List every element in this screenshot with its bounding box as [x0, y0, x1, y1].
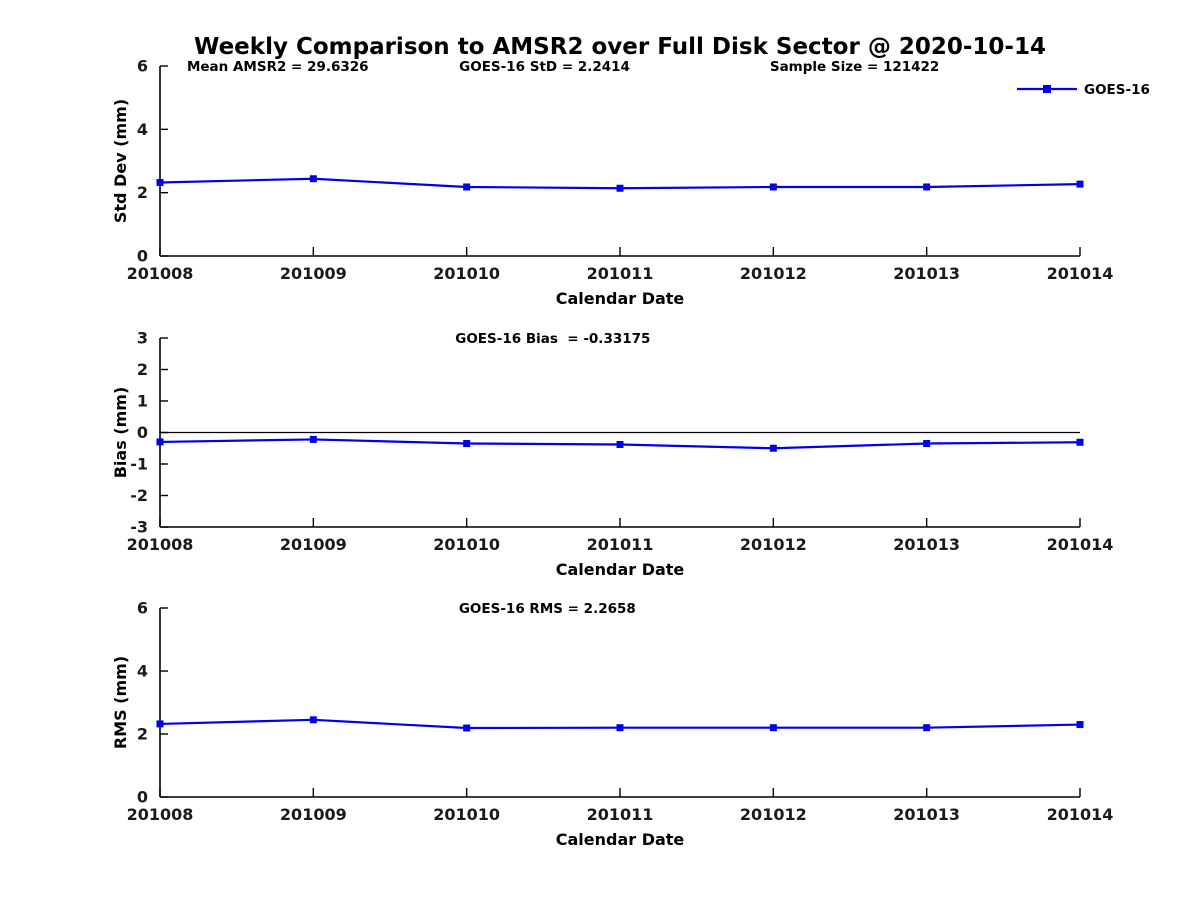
x-tick-label: 201010: [433, 535, 500, 554]
x-axis-title: Calendar Date: [556, 289, 685, 308]
y-axis-title: RMS (mm): [111, 656, 130, 749]
data-point-marker: [156, 438, 164, 446]
data-point-marker: [616, 184, 624, 192]
data-point-marker: [616, 440, 624, 448]
y-tick-label: 4: [137, 120, 148, 139]
data-point-marker: [923, 724, 931, 732]
y-tick-label: 3: [137, 329, 148, 348]
y-tick-label: -1: [130, 455, 148, 474]
x-tick-label: 201013: [893, 264, 960, 283]
annotation: Sample Size = 121422: [770, 59, 939, 75]
x-tick-label: 201008: [127, 264, 194, 283]
y-tick-label: 2: [137, 183, 148, 202]
data-point-marker: [769, 724, 777, 732]
y-tick-label: 0: [137, 788, 148, 807]
subplot-bias: -3 -2 -1 0 1 2 3 201008 201009 201010 201011 201012…: [111, 329, 1113, 580]
data-point-marker: [616, 724, 624, 732]
x-tick-label: 201010: [433, 805, 500, 824]
data-point-marker: [309, 175, 317, 183]
data-point-marker: [1076, 721, 1084, 729]
data-point-marker: [463, 724, 471, 732]
x-tick-label: 201014: [1047, 805, 1114, 824]
x-tick-label: 201010: [433, 264, 500, 283]
x-tick-label: 201011: [587, 264, 654, 283]
data-point-marker: [1076, 438, 1084, 446]
annotation: GOES-16 StD = 2.2414: [459, 59, 630, 75]
annotation: GOES-16 RMS = 2.2658: [459, 601, 636, 617]
data-point-marker: [1076, 180, 1084, 188]
legend-label: GOES-16: [1084, 82, 1150, 98]
data-point-marker: [309, 716, 317, 724]
y-axis-title: Bias (mm): [111, 387, 130, 479]
x-axis-title: Calendar Date: [556, 560, 685, 579]
chart-title: Weekly Comparison to AMSR2 over Full Dis…: [194, 34, 1046, 60]
y-axis-title: Std Dev (mm): [111, 99, 130, 223]
y-tick-label: -2: [130, 486, 148, 505]
y-tick-label: 2: [137, 725, 148, 744]
x-tick-label: 201014: [1047, 264, 1114, 283]
y-tick-label: 0: [137, 247, 148, 266]
y-tick-label: 4: [137, 662, 148, 681]
subplot-std-dev: 0 2 4 6 201008 201009 201010 201011 201012 201013…: [111, 57, 1150, 309]
data-point-marker: [769, 444, 777, 452]
data-point-marker: [156, 720, 164, 728]
legend-marker: [1043, 85, 1051, 93]
x-tick-label: 201013: [893, 535, 960, 554]
x-axis-title: Calendar Date: [556, 830, 685, 849]
x-tick-label: 201014: [1047, 535, 1114, 554]
annotation: Mean AMSR2 = 29.6326: [187, 59, 369, 75]
subplots-container: 0 2 4 6 201008 201009 201010 201011 201012 201013…: [111, 57, 1150, 850]
data-point-marker: [769, 183, 777, 191]
data-point-marker: [923, 440, 931, 448]
data-point-marker: [923, 183, 931, 191]
x-tick-label: 201013: [893, 805, 960, 824]
x-tick-label: 201011: [587, 535, 654, 554]
annotation: GOES-16 Bias = -0.33175: [455, 331, 650, 347]
x-tick-label: 201012: [740, 264, 807, 283]
x-tick-label: 201012: [740, 805, 807, 824]
data-point-marker: [463, 183, 471, 191]
data-point-marker: [156, 179, 164, 187]
y-tick-label: -3: [130, 518, 148, 537]
x-tick-label: 201008: [127, 805, 194, 824]
data-point-marker: [309, 435, 317, 443]
data-point-marker: [463, 440, 471, 448]
y-tick-label: 6: [137, 599, 148, 618]
x-tick-label: 201011: [587, 805, 654, 824]
y-tick-label: 1: [137, 392, 148, 411]
subplot-rms: 0 2 4 6 201008 201009 201010 201011 201012 201013…: [111, 599, 1113, 850]
x-tick-label: 201008: [127, 535, 194, 554]
legend: GOES-16: [1017, 82, 1150, 98]
y-tick-label: 6: [137, 57, 148, 76]
x-tick-label: 201009: [280, 535, 347, 554]
y-tick-label: 2: [137, 360, 148, 379]
y-tick-label: 0: [137, 423, 148, 442]
x-tick-label: 201009: [280, 805, 347, 824]
x-tick-label: 201009: [280, 264, 347, 283]
x-tick-label: 201012: [740, 535, 807, 554]
